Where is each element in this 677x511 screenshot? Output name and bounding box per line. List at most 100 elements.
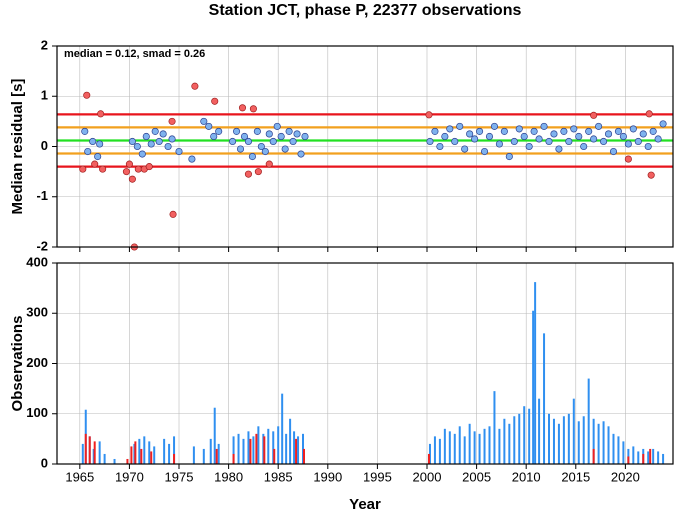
bar — [627, 456, 630, 464]
bar — [237, 433, 240, 464]
bar — [582, 416, 585, 464]
bar — [140, 448, 143, 464]
x-tick-label: 2010 — [512, 469, 541, 484]
point — [81, 127, 89, 135]
point — [254, 168, 262, 176]
y-tick-label: 0 — [41, 138, 48, 153]
point — [495, 140, 503, 148]
bar — [592, 418, 595, 464]
bar — [267, 428, 270, 464]
point — [500, 127, 508, 135]
point — [248, 153, 256, 161]
point — [590, 135, 598, 143]
bar — [273, 448, 276, 464]
bar — [163, 438, 166, 464]
point — [169, 210, 177, 218]
bar — [297, 436, 300, 464]
y-axis-label: Median residual [s] — [9, 79, 26, 215]
bar — [513, 416, 516, 464]
point — [147, 140, 155, 148]
bar — [93, 441, 96, 464]
chart-title: Station JCT, phase P, 22377 observations — [209, 2, 522, 19]
point — [244, 170, 252, 178]
bar — [168, 443, 171, 464]
point — [525, 142, 533, 151]
bar — [302, 448, 305, 464]
bar — [543, 333, 546, 464]
bar — [534, 282, 537, 464]
point — [590, 111, 598, 119]
y-tick-label: 400 — [26, 254, 48, 269]
bar — [293, 431, 296, 464]
point — [609, 147, 618, 156]
bar — [632, 446, 635, 464]
bar — [148, 441, 151, 464]
point — [505, 153, 513, 161]
point — [89, 137, 97, 146]
point — [244, 137, 252, 146]
point — [456, 122, 464, 130]
bar — [215, 448, 218, 464]
y-tick-label: 200 — [26, 355, 48, 370]
bar — [281, 393, 284, 464]
point — [476, 127, 484, 135]
bar — [662, 453, 665, 464]
bar — [649, 448, 652, 464]
bar — [173, 453, 176, 464]
point — [99, 165, 107, 173]
bar — [607, 426, 610, 464]
bar — [255, 433, 258, 464]
point — [289, 137, 297, 146]
point — [249, 105, 257, 113]
bar — [285, 433, 288, 464]
bar — [597, 423, 600, 464]
bar — [242, 438, 245, 464]
point — [145, 163, 153, 171]
point — [164, 142, 172, 151]
bar — [518, 413, 521, 464]
point — [265, 160, 273, 168]
bar — [498, 428, 501, 464]
bar — [213, 407, 216, 464]
panel: 400 300 200 100 0 1965 1970 1975 1980 1985 1990 199… — [9, 254, 674, 511]
point — [210, 132, 218, 141]
bar — [263, 436, 266, 464]
point — [215, 127, 223, 135]
plot-area — [57, 82, 673, 251]
point — [634, 137, 642, 146]
point — [128, 137, 136, 146]
bar — [592, 448, 595, 464]
bar — [602, 421, 605, 464]
bar — [81, 443, 84, 464]
point — [595, 122, 603, 130]
bar — [652, 448, 655, 464]
bar — [209, 438, 212, 464]
point — [229, 137, 237, 146]
bar — [508, 423, 511, 464]
bar — [252, 436, 255, 464]
point — [297, 150, 305, 158]
point — [253, 127, 261, 135]
bar — [473, 431, 476, 464]
frame — [56, 262, 674, 465]
x-tick-label: 2015 — [561, 469, 590, 484]
bar — [202, 448, 205, 464]
bar — [587, 378, 590, 464]
point — [654, 135, 662, 143]
point — [151, 127, 159, 135]
point — [211, 97, 219, 105]
bar — [637, 451, 640, 464]
bar — [173, 436, 176, 464]
point — [639, 130, 647, 138]
x-tick-label: 1975 — [165, 469, 194, 484]
bar — [247, 431, 250, 464]
bar — [272, 431, 275, 464]
point — [510, 137, 518, 146]
point — [277, 132, 285, 141]
point — [530, 127, 538, 135]
point — [125, 160, 133, 168]
point — [155, 137, 163, 146]
bar — [438, 438, 441, 464]
bar — [493, 391, 496, 464]
x-axis-label: Year — [349, 496, 381, 511]
